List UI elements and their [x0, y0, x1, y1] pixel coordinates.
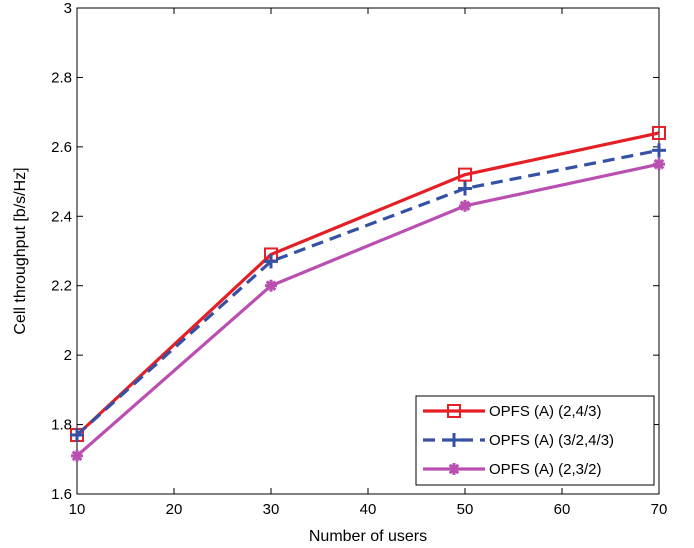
- legend-label: OPFS (A) (2,3/2): [489, 461, 602, 478]
- legend-label: OPFS (A) (2,4/3): [489, 403, 602, 420]
- y-tick-label: 2.4: [51, 208, 72, 225]
- y-tick-label: 1.6: [51, 486, 72, 503]
- data-point-plus: [70, 427, 84, 442]
- x-tick-label: 10: [69, 501, 86, 518]
- x-axis-label: Number of users: [309, 528, 427, 545]
- series-3: [71, 158, 665, 462]
- legend-entry: OPFS (A) (2,3/2): [423, 461, 602, 478]
- legend-entry: OPFS (A) (2,4/3): [423, 403, 602, 420]
- legend-label: OPFS (A) (3/2,4/3): [489, 432, 614, 449]
- axis-ticks: 10 20 30 40 50 60 70 1.6 1.8 2 2.2 2.4 2.6 2.8 3: [51, 0, 667, 518]
- data-point-asterisk: [265, 279, 277, 292]
- data-point-square: [458, 167, 472, 182]
- data-point-plus: [447, 433, 461, 447]
- data-point-square: [652, 125, 666, 140]
- x-tick-label: 30: [263, 501, 280, 518]
- x-tick-label: 40: [360, 501, 377, 518]
- y-tick-label: 1.8: [51, 417, 72, 434]
- y-tick-label: 2: [64, 347, 72, 364]
- x-tick-label: 60: [554, 501, 571, 518]
- series-layer: [70, 125, 666, 462]
- x-tick-label: 20: [166, 501, 183, 518]
- series-line: [75, 148, 660, 437]
- data-point-plus: [652, 143, 666, 158]
- y-axis-label: Cell throughput [b/s/Hz]: [12, 167, 29, 334]
- data-point-plus: [458, 181, 472, 196]
- series-2: [70, 143, 666, 442]
- legend-entry: OPFS (A) (3/2,4/3): [423, 432, 614, 449]
- data-point-asterisk: [653, 158, 665, 171]
- data-point-square: [447, 404, 461, 418]
- series-line: [75, 131, 660, 437]
- y-tick-label: 3: [64, 0, 72, 17]
- legend: OPFS (A) (2,4/3) OPFS (A) (3/2,4/3) OPFS (…: [415, 395, 655, 486]
- data-point-asterisk: [71, 449, 83, 462]
- data-point-plus: [264, 254, 278, 269]
- x-tick-label: 70: [651, 501, 668, 518]
- data-point-asterisk: [448, 463, 460, 475]
- series-line: [75, 162, 660, 458]
- y-tick-label: 2.8: [51, 69, 72, 86]
- y-tick-label: 2.6: [51, 139, 72, 156]
- x-tick-label: 50: [457, 501, 474, 518]
- y-tick-label: 2.2: [51, 278, 72, 295]
- data-point-asterisk: [459, 199, 471, 212]
